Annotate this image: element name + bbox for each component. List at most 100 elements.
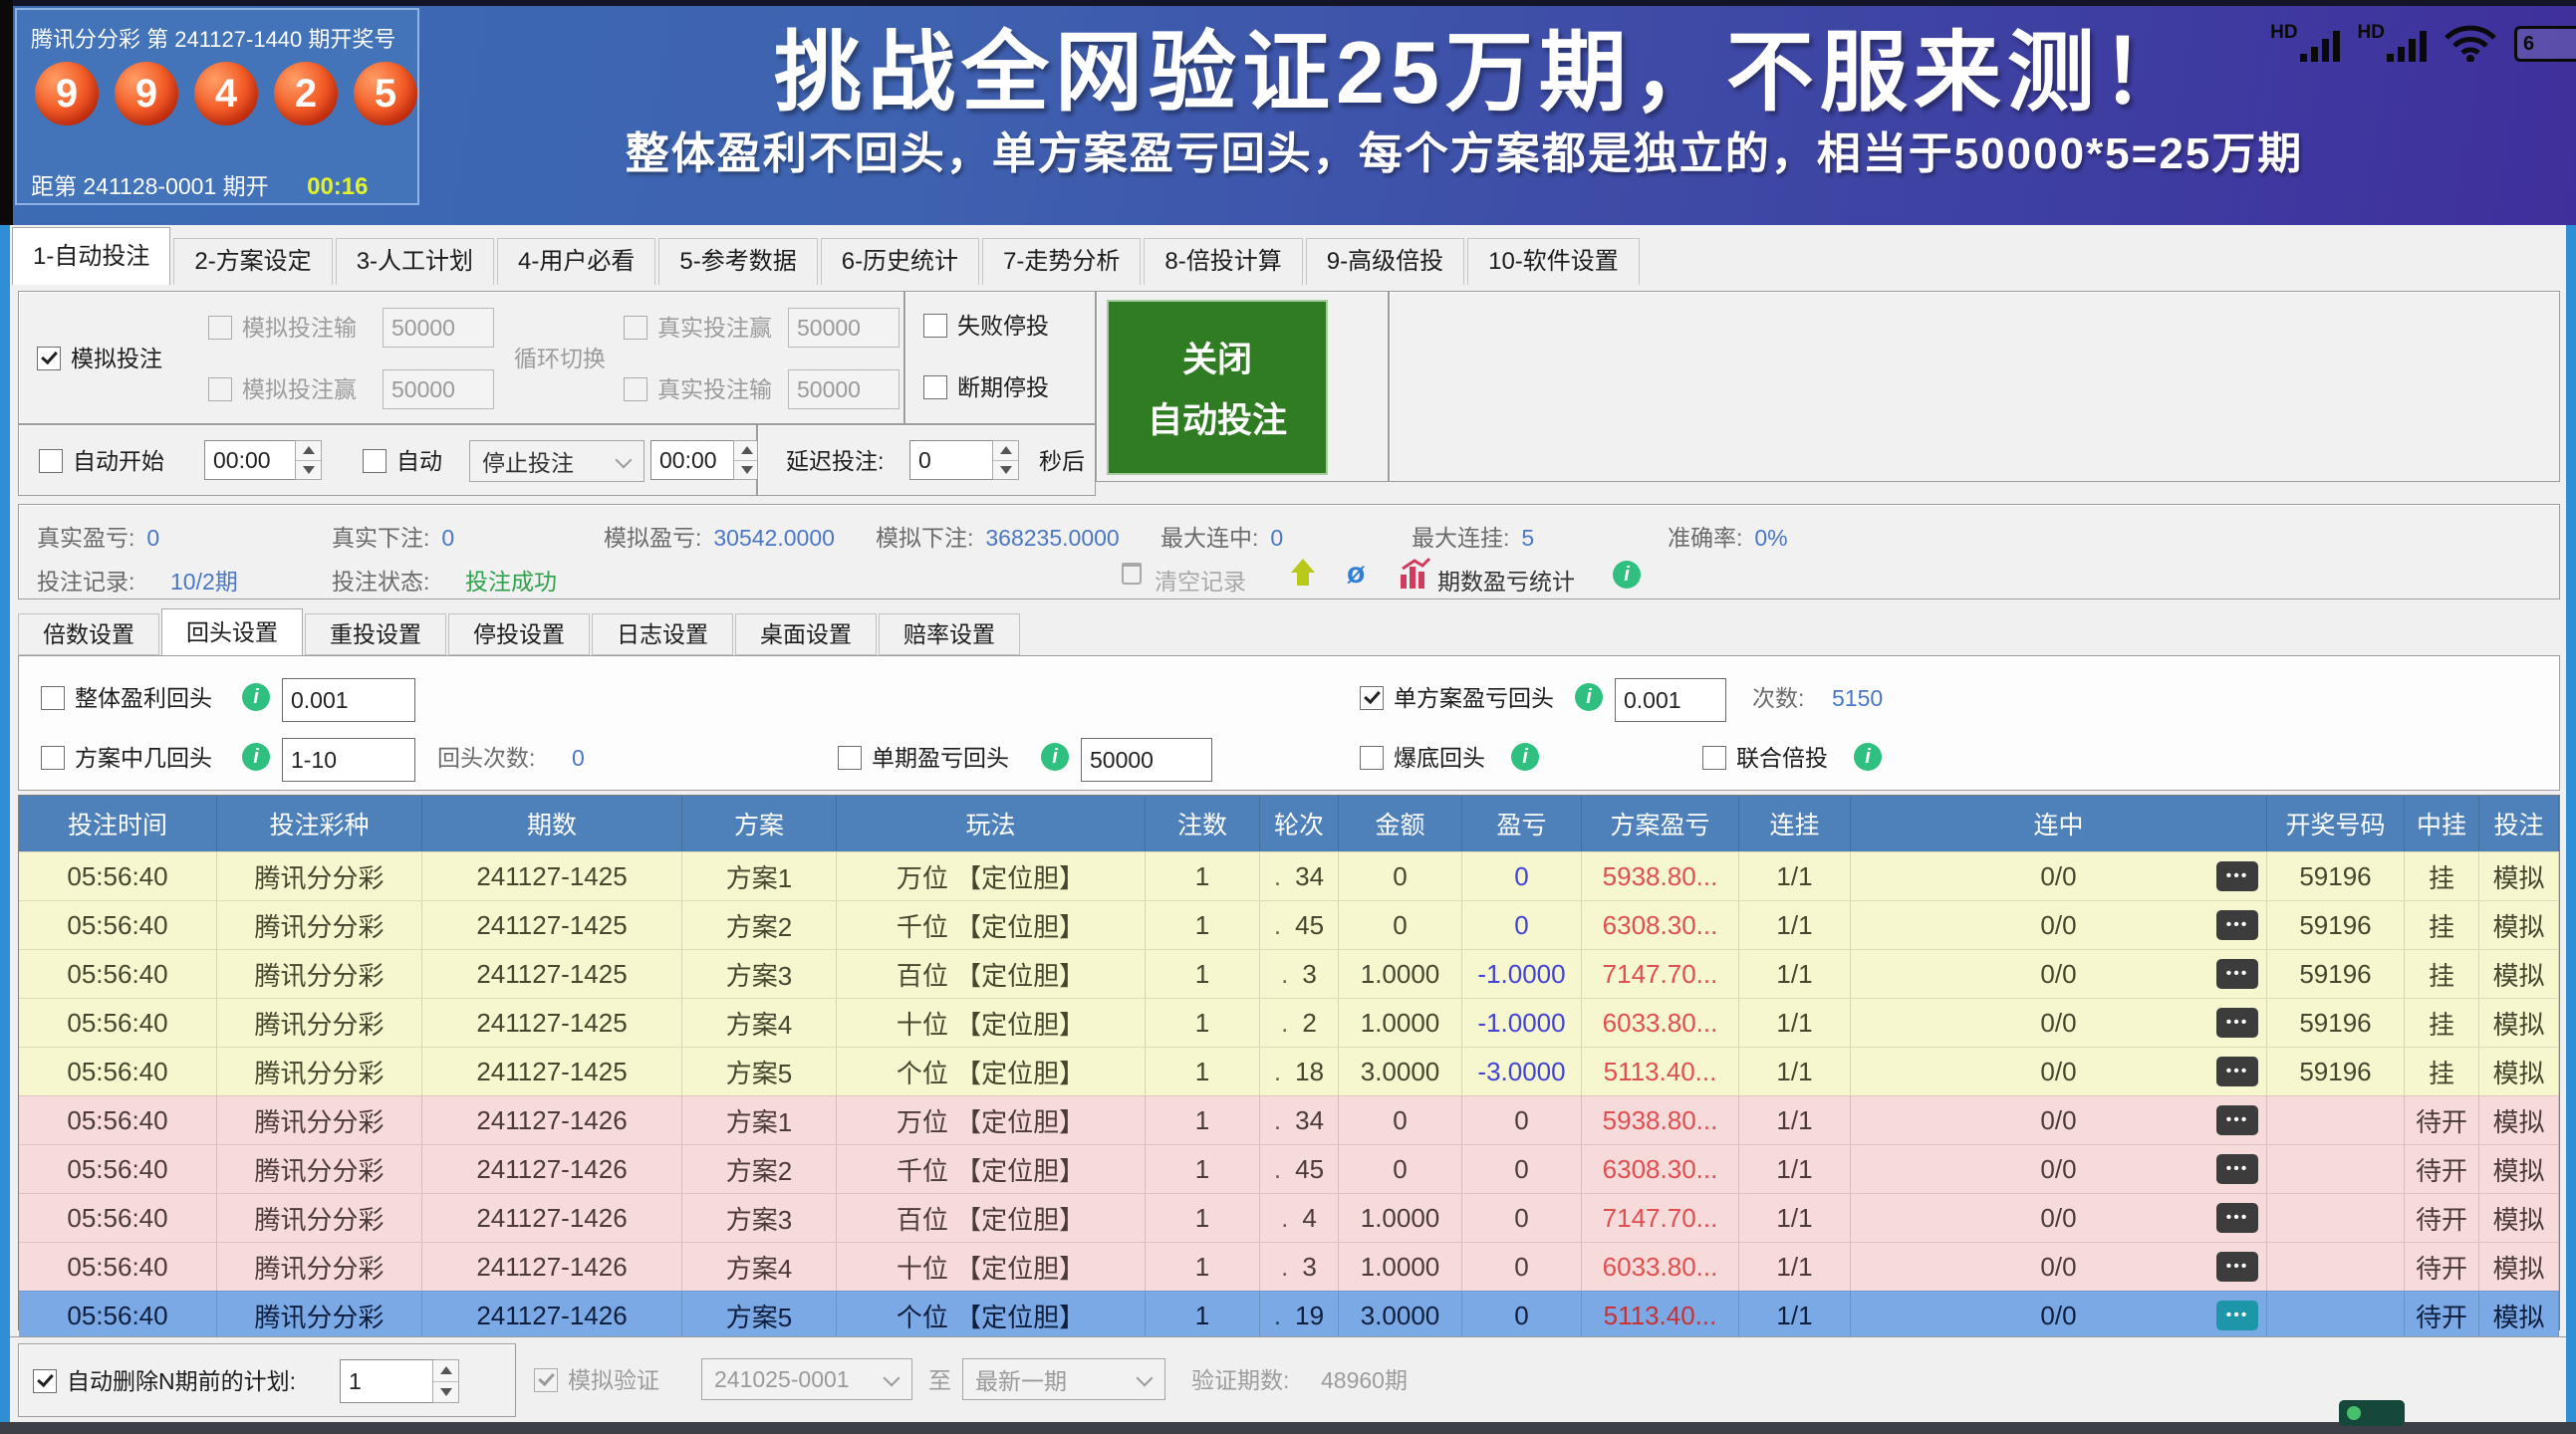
auto-delete-stepper[interactable] (432, 1359, 459, 1403)
main-tab[interactable]: 7-走势分析 (982, 238, 1142, 285)
more-button[interactable] (2216, 910, 2258, 940)
break-stop-checkbox[interactable] (923, 375, 947, 399)
stepper-down-icon[interactable] (993, 460, 1018, 479)
info-icon[interactable]: i (1511, 743, 1539, 771)
info-icon[interactable]: i (1575, 683, 1603, 711)
more-button[interactable] (2216, 959, 2258, 989)
stop-time-input[interactable] (650, 440, 734, 480)
settings-tab[interactable]: 日志设置 (592, 613, 733, 655)
auto-delete-checkbox[interactable] (33, 1369, 57, 1393)
table-row[interactable]: 05:56:40 腾讯分分彩 241127-1425 方案4 十位 【定位胆】 … (19, 998, 2559, 1047)
main-tab[interactable]: 3-人工计划 (335, 238, 495, 285)
delay-input[interactable] (909, 440, 993, 480)
table-row[interactable]: 05:56:40 腾讯分分彩 241127-1426 方案1 万位 【定位胆】 … (19, 1095, 2559, 1144)
stepper-down-icon[interactable] (433, 1381, 458, 1402)
main-tab[interactable]: 1-自动投注 (12, 227, 171, 285)
joint-bet-checkbox[interactable] (1702, 746, 1726, 770)
table-header-cell[interactable]: 金额 (1339, 796, 1462, 851)
table-header-cell[interactable]: 玩法 (837, 796, 1146, 851)
main-tab[interactable]: 10-软件设置 (1467, 238, 1640, 285)
main-tab[interactable]: 2-方案设定 (173, 238, 333, 285)
sim-win-checkbox[interactable] (208, 377, 232, 401)
table-header-cell[interactable]: 连挂 (1739, 796, 1851, 851)
table-header-cell[interactable]: 方案 (682, 796, 837, 851)
stop-time-stepper[interactable] (733, 440, 760, 480)
stepper-down-icon[interactable] (296, 460, 321, 479)
sim-bet-checkbox[interactable] (37, 347, 61, 370)
main-tab[interactable]: 4-用户必看 (497, 238, 656, 285)
more-button[interactable] (2216, 1008, 2258, 1038)
overall-profit-input[interactable] (282, 678, 415, 722)
sim-lose-input[interactable] (383, 308, 494, 348)
settings-tab[interactable]: 倍数设置 (18, 613, 159, 655)
stepper-up-icon[interactable] (296, 441, 321, 461)
info-icon[interactable]: i (1041, 743, 1069, 771)
close-auto-bet-button[interactable]: 关闭 自动投注 (1107, 300, 1328, 475)
eye-hidden-icon[interactable]: ø (1347, 557, 1366, 590)
auto-start-time-stepper[interactable] (295, 440, 322, 480)
real-lose-input[interactable] (788, 369, 900, 409)
period-pl-stats-button[interactable]: 期数盈亏统计 (1437, 569, 1575, 595)
plan-hit-checkbox[interactable] (41, 746, 65, 770)
more-button[interactable] (2216, 861, 2258, 891)
table-header-cell[interactable]: 注数 (1146, 796, 1260, 851)
fail-stop-checkbox[interactable] (923, 314, 947, 338)
stepper-down-icon[interactable] (734, 460, 759, 479)
table-header-cell[interactable]: 期数 (422, 796, 682, 851)
more-button[interactable] (2216, 1301, 2258, 1330)
sim-lose-checkbox[interactable] (208, 316, 232, 340)
stop-action-dropdown[interactable]: 停止投注 (469, 440, 644, 482)
main-tab[interactable]: 5-参考数据 (658, 238, 818, 285)
info-icon[interactable]: i (242, 683, 270, 711)
stepper-up-icon[interactable] (993, 441, 1018, 461)
stepper-up-icon[interactable] (433, 1360, 458, 1382)
verify-to-dropdown[interactable]: 最新一期 (962, 1358, 1165, 1400)
more-button[interactable] (2216, 1203, 2258, 1233)
main-tab[interactable]: 8-倍投计算 (1144, 238, 1303, 285)
single-issue-input[interactable] (1081, 738, 1212, 782)
auto-start-checkbox[interactable] (39, 449, 63, 473)
more-button[interactable] (2216, 1252, 2258, 1282)
table-header-cell[interactable]: 投注 (2479, 796, 2559, 851)
burst-back-checkbox[interactable] (1360, 746, 1384, 770)
info-icon[interactable]: i (242, 743, 270, 771)
table-row[interactable]: 05:56:40 腾讯分分彩 241127-1425 方案5 个位 【定位胆】 … (19, 1047, 2559, 1095)
real-win-input[interactable] (788, 308, 900, 348)
single-plan-input[interactable] (1615, 678, 1726, 722)
settings-tab[interactable]: 赔率设置 (879, 613, 1020, 655)
single-plan-checkbox[interactable] (1360, 686, 1384, 710)
table-header-cell[interactable]: 中挂 (2405, 796, 2479, 851)
sim-verify-checkbox[interactable] (534, 1368, 558, 1392)
more-button[interactable] (2216, 1154, 2258, 1184)
table-row[interactable]: 05:56:40 腾讯分分彩 241127-1426 方案2 千位 【定位胆】 … (19, 1144, 2559, 1193)
table-header-cell[interactable]: 轮次 (1260, 796, 1339, 851)
table-row[interactable]: 05:56:40 腾讯分分彩 241127-1425 方案1 万位 【定位胆】 … (19, 851, 2559, 900)
more-button[interactable] (2216, 1057, 2258, 1086)
table-header-cell[interactable]: 投注时间 (19, 796, 217, 851)
table-header-cell[interactable]: 连中 (1851, 796, 2267, 851)
table-row[interactable]: 05:56:40 腾讯分分彩 241127-1426 方案5 个位 【定位胆】 … (19, 1291, 2559, 1339)
table-header-cell[interactable]: 开奖号码 (2267, 796, 2405, 851)
upload-arrow-icon[interactable] (1290, 559, 1316, 589)
settings-tab[interactable]: 回头设置 (161, 608, 303, 655)
auto-checkbox[interactable] (363, 449, 386, 473)
settings-tab[interactable]: 桌面设置 (735, 613, 877, 655)
verify-from-dropdown[interactable]: 241025-0001 (701, 1358, 912, 1400)
overall-profit-checkbox[interactable] (41, 686, 65, 710)
table-header-cell[interactable]: 方案盈亏 (1582, 796, 1739, 851)
real-win-checkbox[interactable] (624, 316, 647, 340)
bar-chart-icon[interactable] (1399, 557, 1432, 591)
table-header-cell[interactable]: 投注彩种 (217, 796, 422, 851)
main-tab[interactable]: 6-历史统计 (820, 238, 980, 285)
main-tab[interactable]: 9-高级倍投 (1305, 238, 1465, 285)
settings-tab[interactable]: 重投设置 (305, 613, 446, 655)
more-button[interactable] (2216, 1105, 2258, 1135)
table-row[interactable]: 05:56:40 腾讯分分彩 241127-1426 方案4 十位 【定位胆】 … (19, 1242, 2559, 1291)
table-row[interactable]: 05:56:40 腾讯分分彩 241127-1426 方案3 百位 【定位胆】 … (19, 1193, 2559, 1242)
table-row[interactable]: 05:56:40 腾讯分分彩 241127-1425 方案2 千位 【定位胆】 … (19, 900, 2559, 949)
sim-win-input[interactable] (383, 369, 494, 409)
info-icon[interactable]: i (1613, 561, 1641, 589)
real-lose-checkbox[interactable] (624, 377, 647, 401)
auto-start-time-input[interactable] (204, 440, 296, 480)
table-header-cell[interactable]: 盈亏 (1462, 796, 1582, 851)
